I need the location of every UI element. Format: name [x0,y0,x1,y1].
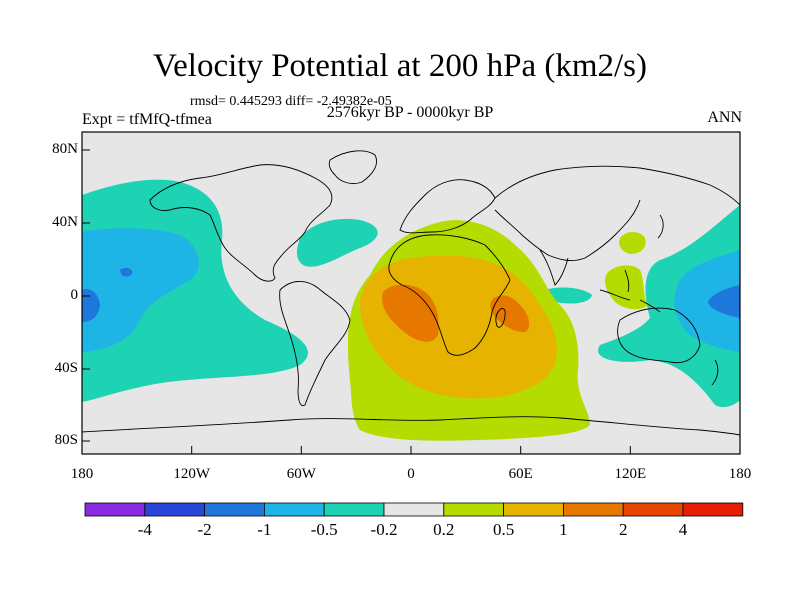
colorbar-box [682,502,744,517]
contour-negative-indian-ocean [543,287,592,304]
contour-fields [82,179,740,441]
colorbar-label: 2 [618,520,628,539]
coast-new-zealand [711,359,719,386]
colorbar-box [622,502,684,517]
coast-asia [494,165,740,262]
coast-south-america [279,281,351,407]
lat-label-80s: 80S [54,432,78,448]
colorbar-box [204,502,265,517]
coast-antarctica [82,416,740,436]
colorbar-label: -1 [257,520,272,539]
lat-ticks [82,149,90,442]
season-label: ANN [707,109,742,126]
coast-australia [617,307,701,364]
lon-label-120e: 120E [614,466,647,482]
contour-negative-west-pacific-dot [120,267,133,277]
stats-text: rmsd= 0.445293 diff= -2.49382e-05 [190,94,392,109]
lon-ticks [81,446,741,454]
colorbar-label: 0.2 [433,520,455,539]
map-title: Velocity Potential at 200 hPa (km2/s) [152,48,648,84]
coastlines [82,150,740,436]
contour-positive-maritime [605,265,648,310]
lon-label-60w: 60W [286,466,316,482]
colorbar-label: -0.5 [310,520,338,539]
colorbar-box [144,502,206,517]
coast-madagascar [495,308,506,328]
colorbar-box [323,502,385,517]
coast-north-america [149,164,333,282]
colorbar-label: 4 [678,520,688,539]
contour-negative-east-pacific [598,205,740,408]
colorbar-box [383,502,445,517]
colorbar-box [563,502,624,517]
colorbar-box [443,502,504,517]
coast-japan [657,214,664,239]
colorbar-box [503,502,564,517]
contour-negative-west-pacific-inner [82,228,199,352]
lon-label-180w: 180 [70,466,94,482]
colorbar-label: -0.2 [370,520,398,539]
lon-label-0: 0 [407,466,415,482]
coast-maritime [599,269,661,313]
lon-label-60e: 60E [508,466,533,482]
lat-label-40s: 40S [54,360,78,376]
experiment-label: Expt = tfMfQ-tfmea [82,111,212,128]
lat-label-80n: 80N [52,141,78,157]
lat-label-40n: 40N [52,214,78,230]
lon-label-120w: 120W [173,466,211,482]
coast-africa [388,234,511,356]
contour-positive-indian-core [490,295,530,333]
colorbar [84,502,744,517]
colorbar-label: 0.5 [492,520,515,539]
contour-positive-africa-inner [382,284,439,342]
coast-india [539,249,569,286]
contour-negative-east-pacific-inner [674,250,740,352]
contour-negative-north-atlantic [296,218,378,267]
colorbar-label: 1 [559,520,568,539]
contour-negative-east-pacific-core [708,285,740,318]
lon-label-180e: 180 [728,466,752,482]
colorbar-label: -2 [197,520,212,539]
contour-negative-west-pacific-core [82,289,100,322]
lat-label-0: 0 [70,287,79,303]
coast-greenland [328,150,377,185]
contour-positive-south-china [619,232,646,254]
colorbar-box [263,502,325,517]
period-text: 2576kyr BP - 0000kyr BP [326,104,494,121]
colorbar-box [84,502,146,517]
colorbar-label: -4 [137,520,152,539]
